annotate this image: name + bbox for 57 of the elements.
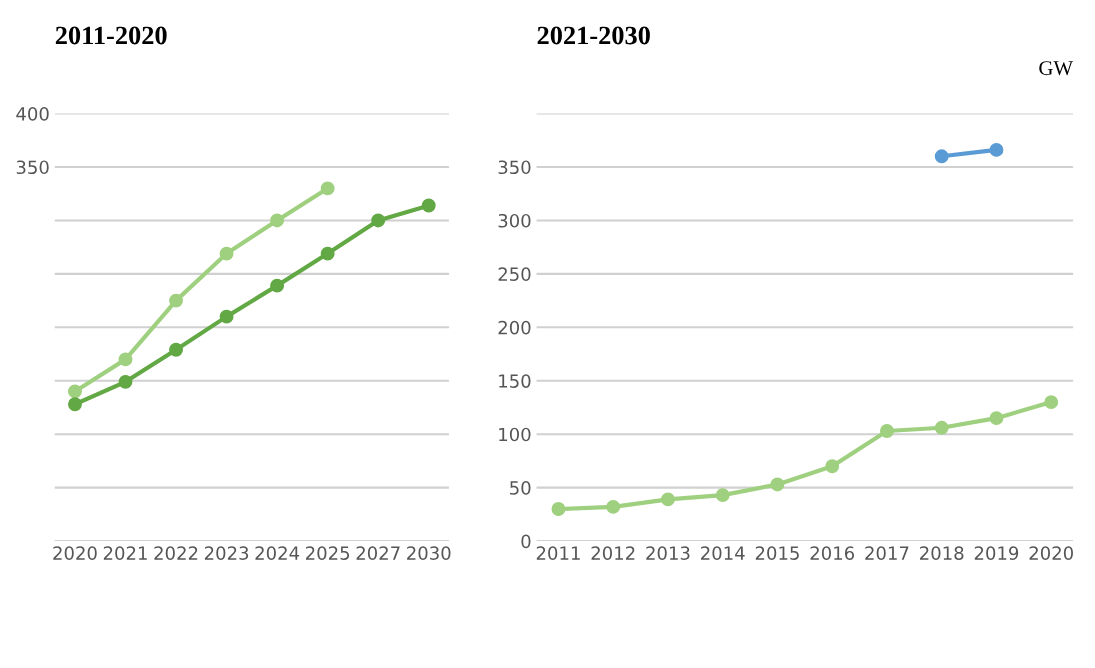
point [421,198,436,213]
x-tick-label: 2017 [865,546,909,560]
point [1044,395,1059,410]
point [118,352,133,367]
point [68,384,82,399]
point [270,278,285,293]
point [825,459,840,474]
chart-title: 2021-2030 [537,26,650,45]
point [989,411,1004,426]
point [934,149,949,164]
point [270,213,285,228]
point [118,374,133,389]
y-tick-label: 250 [498,267,531,281]
y-tick-label: 0 [521,534,531,549]
point [169,342,183,357]
point [320,181,335,196]
point [880,424,894,438]
x-tick-label: 2021 [103,546,147,560]
point [715,488,730,503]
x-tick-label: 2027 [356,546,400,560]
point [770,477,785,492]
point [169,293,183,308]
y-tick-label: 400 [16,107,49,121]
x-tick-label: 2022 [154,546,198,560]
chart-title: 2011-2020 [55,26,167,45]
x-tick-label: 2023 [204,546,249,560]
point [606,499,621,514]
y-tick-label: 350 [16,160,49,175]
y-tick-label: 100 [499,427,531,442]
point [68,397,82,412]
text: GW [1039,61,1074,76]
y-tick-label: 300 [498,213,531,228]
point [934,420,949,435]
point [219,246,234,261]
x-tick-label: 2014 [701,546,745,560]
point [989,142,1004,157]
point [320,246,335,261]
x-tick-label: 2025 [306,546,350,560]
x-tick-label: 2020 [53,546,97,560]
y-tick-label: 150 [499,374,531,388]
x-tick-label: 2030 [407,546,451,560]
y-tick-label: 350 [498,160,531,175]
y-tick-label: 50 [510,481,531,495]
x-tick-label: 2011 [536,546,580,560]
x-tick-label: 2019 [974,546,1019,560]
x-tick-label: 2020 [1029,546,1073,560]
point [219,309,234,324]
x-tick-label: 2015 [755,546,799,560]
point [371,213,386,228]
point [551,502,566,516]
point [661,492,675,507]
x-tick-label: 2018 [920,546,964,560]
x-tick-label: 2024 [255,546,300,560]
x-tick-label: 2012 [591,546,635,560]
x-tick-label: 2013 [646,546,690,560]
x-tick-label: 2016 [810,546,855,560]
y-tick-label: 200 [498,320,531,335]
